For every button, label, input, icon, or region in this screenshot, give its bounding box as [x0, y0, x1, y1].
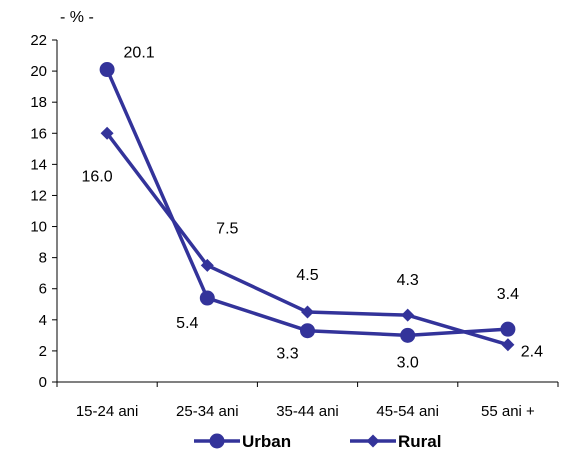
axes: 0 2 4 6 8 10 12 14 16 18 20 22 15-24 ani 25-34 ani 35-… — [30, 32, 559, 420]
y-tick-label: 18 — [30, 94, 47, 111]
y-tick-label: 14 — [30, 156, 47, 173]
data-point-rural — [301, 305, 314, 319]
data-point-rural — [401, 308, 415, 322]
data-label-urban: 5.4 — [176, 315, 198, 332]
data-point-urban — [400, 327, 416, 343]
data-point-urban — [199, 290, 215, 306]
data-label-urban: 3.4 — [497, 286, 519, 303]
x-tick-label: 55 ani + — [481, 403, 535, 420]
data-point-rural — [100, 126, 114, 140]
data-label-rural: 7.5 — [216, 220, 238, 237]
legend-marker-rural — [366, 434, 380, 448]
y-tick-label: 0 — [39, 374, 47, 391]
series-layer — [99, 62, 516, 352]
legend-label-rural: Rural — [398, 432, 441, 451]
data-label-rural: 4.3 — [397, 272, 419, 289]
y-axis-unit-label: - % - — [60, 9, 94, 26]
data-label-rural: 4.5 — [296, 267, 318, 284]
x-tick-label: 25-34 ani — [176, 403, 239, 420]
y-tick-label: 12 — [30, 187, 47, 204]
y-tick-label: 10 — [30, 219, 47, 236]
y-tick-label: 2 — [39, 343, 47, 360]
data-label-rural: 16.0 — [82, 168, 113, 185]
data-point-rural — [501, 338, 515, 352]
data-label-rural: 2.4 — [521, 344, 543, 361]
data-point-urban — [300, 323, 315, 339]
y-tick-label: 16 — [30, 125, 47, 142]
series-line-urban — [105, 68, 509, 338]
data-label-urban: 3.0 — [397, 354, 419, 371]
data-label-urban: 20.1 — [124, 45, 155, 62]
data-point-urban — [99, 62, 115, 78]
legend-marker-urban — [209, 433, 225, 449]
data-point-urban — [500, 321, 516, 337]
y-tick-label: 22 — [30, 32, 47, 49]
y-tick-label: 4 — [39, 312, 47, 329]
legend: Urban Rural — [194, 432, 441, 451]
y-tick-label: 20 — [30, 63, 47, 80]
x-tick-label: 35-44 ani — [276, 403, 339, 420]
x-tick-label: 45-54 ani — [376, 403, 439, 420]
data-point-rural — [200, 258, 214, 272]
legend-label-urban: Urban — [242, 432, 291, 451]
y-tick-label: 6 — [39, 281, 47, 298]
y-tick-label: 8 — [39, 250, 47, 267]
x-tick-label: 15-24 ani — [76, 403, 139, 420]
data-labels: 20.1 5.4 3.3 3.0 3.4 16.0 7.5 4.5 4.3 2.4 — [82, 45, 544, 372]
data-label-urban: 3.3 — [276, 346, 298, 363]
